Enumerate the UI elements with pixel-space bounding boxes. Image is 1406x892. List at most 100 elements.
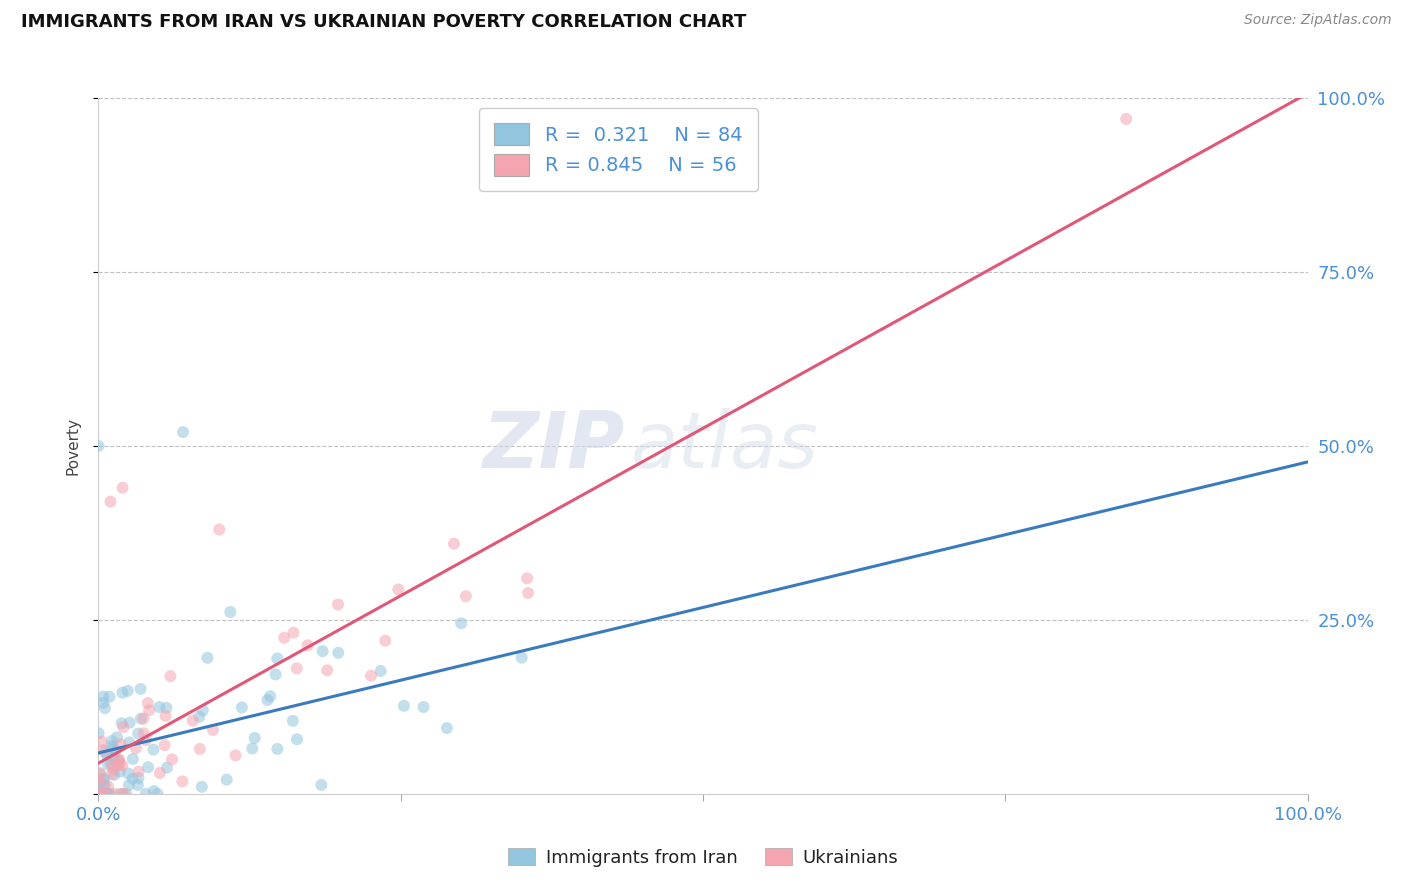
Point	[94, 778, 117, 792]
Point	[91, 690, 114, 704]
Point	[264, 667, 287, 681]
Point	[87, 772, 110, 787]
Point	[387, 582, 409, 597]
Point	[132, 726, 155, 740]
Point	[91, 787, 114, 801]
Point	[89, 765, 111, 780]
Legend: Immigrants from Iran, Ukrainians: Immigrants from Iran, Ukrainians	[501, 841, 905, 874]
Point	[108, 752, 131, 766]
Point	[93, 772, 115, 786]
Point	[93, 772, 115, 787]
Point	[111, 787, 134, 801]
Point	[259, 690, 281, 704]
Point	[360, 669, 382, 683]
Point	[146, 787, 169, 801]
Point	[89, 777, 111, 791]
Point	[101, 734, 124, 748]
Point	[160, 752, 183, 766]
Point	[136, 760, 159, 774]
Point	[104, 745, 127, 759]
Point	[188, 709, 211, 723]
Point	[107, 758, 129, 772]
Point	[122, 752, 145, 766]
Point	[128, 764, 150, 779]
Point	[117, 766, 139, 780]
Point	[155, 709, 177, 723]
Point	[108, 764, 131, 779]
Point	[121, 772, 143, 786]
Point	[94, 701, 117, 715]
Point	[142, 742, 165, 756]
Point	[91, 787, 114, 801]
Point	[243, 731, 266, 745]
Point	[281, 714, 304, 728]
Point	[1115, 112, 1137, 126]
Legend: R =  0.321    N = 84, R = 0.845    N = 56: R = 0.321 N = 84, R = 0.845 N = 56	[478, 108, 758, 191]
Point	[172, 425, 194, 439]
Point	[219, 605, 242, 619]
Point	[191, 780, 214, 794]
Point	[125, 741, 148, 756]
Point	[510, 650, 533, 665]
Point	[87, 726, 110, 740]
Point	[94, 745, 117, 759]
Point	[118, 778, 141, 792]
Point	[443, 537, 465, 551]
Point	[89, 787, 111, 801]
Point	[100, 494, 122, 508]
Point	[156, 761, 179, 775]
Point	[91, 743, 114, 757]
Point	[136, 696, 159, 710]
Point	[129, 681, 152, 696]
Point	[138, 703, 160, 717]
Point	[129, 712, 152, 726]
Point	[273, 631, 295, 645]
Y-axis label: Poverty: Poverty	[65, 417, 80, 475]
Point	[97, 757, 120, 772]
Point	[112, 720, 135, 734]
Point	[97, 780, 120, 794]
Point	[374, 633, 396, 648]
Point	[311, 778, 333, 792]
Point	[172, 774, 194, 789]
Point	[517, 586, 540, 600]
Point	[181, 714, 204, 728]
Point	[96, 748, 118, 763]
Point	[110, 737, 132, 751]
Point	[108, 757, 131, 772]
Point	[316, 663, 339, 677]
Point	[87, 439, 110, 453]
Point	[256, 693, 278, 707]
Point	[91, 787, 114, 801]
Point	[149, 766, 172, 780]
Point	[436, 721, 458, 735]
Point	[97, 787, 120, 801]
Point	[285, 732, 308, 747]
Point	[285, 661, 308, 675]
Point	[155, 701, 177, 715]
Point	[90, 734, 112, 748]
Point	[159, 669, 181, 683]
Point	[188, 742, 211, 756]
Point	[197, 650, 219, 665]
Point	[87, 772, 110, 786]
Point	[225, 748, 247, 763]
Text: Source: ZipAtlas.com: Source: ZipAtlas.com	[1244, 13, 1392, 28]
Point	[104, 787, 127, 801]
Point	[326, 598, 349, 612]
Point	[101, 751, 124, 765]
Point	[266, 742, 288, 756]
Point	[142, 784, 165, 798]
Point	[98, 787, 121, 801]
Point	[132, 712, 155, 726]
Point	[107, 754, 129, 768]
Point	[111, 481, 134, 495]
Point	[516, 571, 538, 585]
Point	[283, 625, 305, 640]
Point	[191, 703, 214, 717]
Point	[112, 787, 135, 801]
Point	[93, 777, 115, 791]
Point	[97, 787, 120, 801]
Point	[266, 651, 288, 665]
Point	[111, 758, 134, 772]
